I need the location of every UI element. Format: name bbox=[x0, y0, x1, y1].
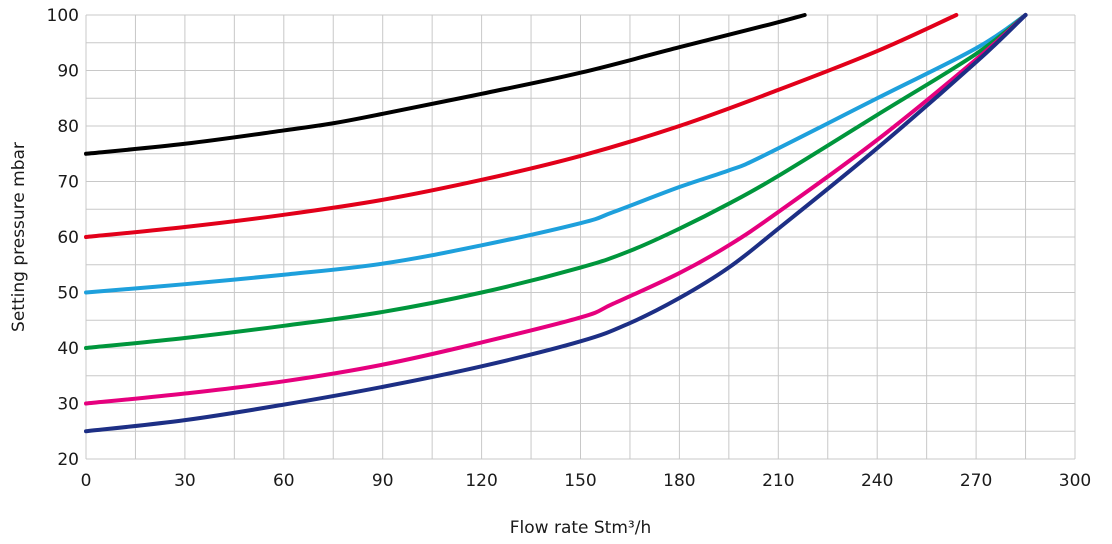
grid bbox=[85, 14, 1076, 460]
x-axis-title: Flow rate Stm³/h bbox=[510, 518, 651, 538]
y-tick-label: 40 bbox=[57, 339, 79, 359]
x-tick-label: 0 bbox=[81, 471, 92, 491]
series-line-4 bbox=[84, 13, 1028, 350]
y-axis-ticks: 20 30 40 50 60 70 80 90 100 bbox=[47, 6, 79, 470]
y-tick-label: 80 bbox=[57, 117, 79, 137]
y-tick-label: 50 bbox=[57, 284, 79, 304]
x-tick-label: 180 bbox=[663, 471, 695, 491]
x-tick-label: 120 bbox=[465, 471, 497, 491]
y-axis-title: Setting pressure mbar bbox=[9, 142, 29, 332]
series-line-1 bbox=[84, 13, 807, 156]
y-tick-label: 30 bbox=[57, 395, 79, 415]
y-tick-label: 100 bbox=[47, 6, 79, 26]
x-tick-label: 60 bbox=[273, 471, 295, 491]
y-tick-label: 20 bbox=[57, 450, 79, 470]
series-line-6 bbox=[84, 13, 1028, 434]
x-axis-ticks: 0 30 60 90 120 150 180 210 240 270 300 bbox=[81, 471, 1092, 491]
y-tick-label: 70 bbox=[57, 173, 79, 193]
series-line-2 bbox=[84, 13, 959, 239]
series-line-5 bbox=[84, 13, 1028, 406]
x-tick-label: 210 bbox=[762, 471, 794, 491]
x-tick-label: 150 bbox=[564, 471, 596, 491]
x-tick-label: 270 bbox=[960, 471, 992, 491]
y-tick-label: 90 bbox=[57, 62, 79, 82]
series-group bbox=[84, 13, 1028, 434]
y-tick-label: 60 bbox=[57, 228, 79, 248]
series-line-3 bbox=[84, 13, 1028, 295]
x-tick-label: 300 bbox=[1059, 471, 1091, 491]
x-tick-label: 30 bbox=[174, 471, 196, 491]
x-tick-label: 240 bbox=[861, 471, 893, 491]
x-tick-label: 90 bbox=[372, 471, 394, 491]
